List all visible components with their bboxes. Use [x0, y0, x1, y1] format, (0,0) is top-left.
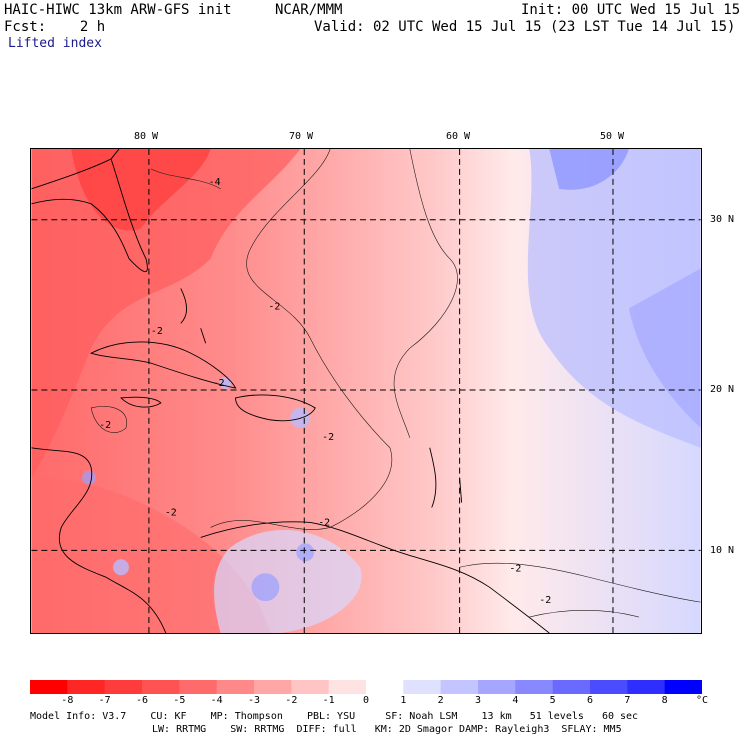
field-region	[71, 149, 211, 231]
colorbar-swatch	[216, 680, 255, 694]
field-region	[214, 529, 362, 633]
colorbar	[30, 680, 702, 694]
colorbar-swatch	[104, 680, 143, 694]
colorbar-tick-label: 6	[586, 695, 594, 706]
model-info-line2: LW: RRTMG SW: RRTMG DIFF: full KM: 2D Sm…	[152, 724, 622, 735]
contour-label: -2	[268, 301, 280, 312]
colorbar-tick-label: -6	[135, 695, 149, 706]
colorbar-swatch	[478, 680, 516, 694]
coastline	[31, 447, 167, 633]
colorbar-swatch	[30, 680, 68, 694]
contour-label: -2	[318, 517, 330, 528]
colorbar-swatch	[328, 680, 367, 694]
coastline	[120, 396, 162, 408]
colorbar-tick-label: 0	[362, 695, 370, 706]
lon-label: 70 W	[289, 131, 314, 142]
colorbar-tick-label: 3	[474, 695, 482, 706]
field-region	[219, 377, 232, 390]
contour-label: -2	[213, 378, 225, 389]
colorbar-swatch	[515, 680, 554, 694]
coastline	[31, 149, 120, 190]
field-region	[251, 573, 280, 602]
colorbar-swatch	[254, 680, 292, 694]
field-region	[31, 149, 301, 478]
contour-label: -2	[165, 507, 177, 518]
colorbar-swatch	[142, 680, 180, 694]
valid-time: Valid: 02 UTC Wed 15 Jul 15 (23 LST Tue …	[314, 19, 736, 35]
colorbar-swatch	[403, 680, 442, 694]
colorbar-swatch	[552, 680, 591, 694]
lat-label: 20 N	[710, 384, 735, 395]
contour-label: -2	[539, 595, 551, 606]
contour-label: -2	[151, 326, 163, 337]
colorbar-tick-label: 8	[661, 695, 668, 706]
colorbar-tick-label: 5	[549, 695, 556, 706]
contour-label: -4	[209, 177, 221, 188]
colorbar-unit: °C	[695, 695, 709, 706]
colorbar-tick-label: 7	[624, 695, 631, 706]
contour-line	[529, 610, 639, 618]
colorbar-tick-label: -5	[173, 695, 186, 706]
contour-line	[210, 149, 392, 530]
contour-label: -2	[509, 563, 521, 574]
contours	[90, 149, 701, 618]
contour-line	[150, 168, 221, 190]
colorbar-tick-label: 1	[400, 695, 407, 706]
model-info-line1: Model Info: V3.7 CU: KF MP: Thompson PBL…	[30, 711, 639, 722]
contour-line	[393, 149, 458, 438]
colorbar-tick-label: -7	[98, 695, 111, 706]
model-title: HAIC-HIWC 13km ARW-GFS init	[4, 2, 232, 18]
field-region	[82, 470, 97, 485]
coastline	[180, 288, 207, 344]
latlon-grid	[31, 149, 701, 633]
colorbar-swatch	[440, 680, 479, 694]
lon-label: 80 W	[134, 131, 159, 142]
center-label: NCAR/MMM	[275, 2, 343, 18]
colorbar-tick-label: -8	[61, 695, 74, 706]
coastline	[31, 158, 148, 273]
contour-label: -2	[99, 420, 111, 431]
field-region	[549, 149, 629, 190]
field-name: Lifted index	[8, 36, 102, 51]
field-region	[628, 268, 701, 428]
init-time: Init: 00 UTC Wed 15 Jul 15	[521, 2, 740, 18]
lon-label: 50 W	[600, 131, 625, 142]
field-region	[113, 559, 129, 576]
colorbar-swatch	[179, 680, 218, 694]
colorbar-tick-label: 2	[437, 695, 444, 706]
coastline	[235, 394, 316, 422]
field-region	[296, 543, 315, 562]
colorbar-swatch	[366, 680, 404, 694]
contour-line	[459, 562, 701, 603]
colorbar-tick-label: -2	[285, 695, 298, 706]
colorbar-tick-label: -4	[210, 695, 223, 706]
lifted-index-map: -4 -2 -2 -2 -2 -2 -2 -2 -2 -2	[30, 148, 702, 634]
lat-label: 30 N	[710, 214, 735, 225]
colorbar-swatch	[664, 680, 702, 694]
colorbar-swatch	[291, 680, 330, 694]
forecast-hour: Fcst: 2 h	[4, 19, 106, 35]
field-region	[31, 477, 271, 633]
coastline	[89, 341, 237, 389]
colorbar-tick-label: -1	[322, 695, 335, 706]
colorbar-tick-label: -3	[247, 695, 261, 706]
colorbar-swatch	[67, 680, 106, 694]
colorbar-swatch	[590, 680, 628, 694]
colorbar-tick-label: 4	[512, 695, 519, 706]
colorbar-swatch	[627, 680, 666, 694]
lon-label: 60 W	[446, 131, 471, 142]
lat-label: 10 N	[710, 545, 735, 556]
contour-label: -2	[322, 432, 334, 443]
